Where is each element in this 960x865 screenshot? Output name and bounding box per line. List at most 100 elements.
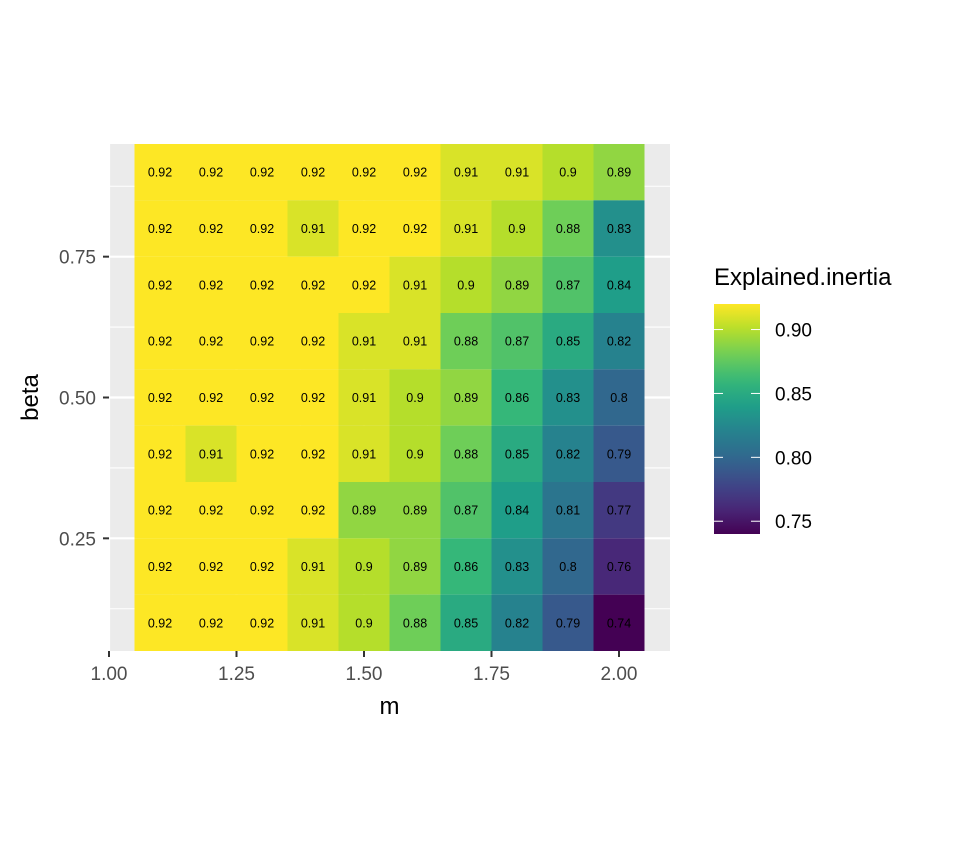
- heatmap-cell: [491, 200, 543, 257]
- cell-value-label: 0.9: [355, 616, 372, 630]
- heatmap-cell: [389, 425, 441, 482]
- legend-tick-label: 0.90: [775, 321, 812, 342]
- heatmap-cell: [593, 144, 645, 201]
- cell-value-label: 0.92: [250, 391, 274, 405]
- heatmap-cell: [440, 594, 492, 651]
- heatmap-cell: [491, 369, 543, 426]
- x-tick-label: 1.00: [91, 664, 128, 685]
- cell-value-label: 0.85: [556, 335, 580, 349]
- heatmap-cell: [389, 256, 441, 313]
- heatmap-cell: [185, 594, 237, 651]
- heatmap-cell: [185, 369, 237, 426]
- heatmap-cell: [134, 538, 186, 595]
- heatmap-cell: [338, 369, 390, 426]
- heatmap-cell: [542, 256, 594, 313]
- cell-value-label: 0.84: [505, 504, 529, 518]
- cell-value-label: 0.92: [301, 391, 325, 405]
- x-tick-label: 1.50: [346, 664, 383, 685]
- cell-value-label: 0.91: [454, 222, 478, 236]
- heatmap-cell: [389, 482, 441, 539]
- heatmap-cell: [236, 594, 288, 651]
- heatmap-cell: [593, 425, 645, 482]
- cell-value-label: 0.92: [301, 504, 325, 518]
- heatmap-cell: [440, 369, 492, 426]
- cell-value-label: 0.92: [199, 278, 223, 292]
- y-tick-label: 0.50: [59, 389, 96, 410]
- heatmap-cell: [542, 200, 594, 257]
- heatmap-cell: [542, 482, 594, 539]
- cell-value-label: 0.8: [559, 560, 576, 574]
- heatmap-cell: [593, 594, 645, 651]
- legend-ticks: 0.90 0.85 0.80 0.75: [714, 321, 812, 533]
- cell-value-label: 0.82: [607, 335, 631, 349]
- heatmap-cell: [593, 256, 645, 313]
- heatmap-cell: [440, 200, 492, 257]
- cell-value-label: 0.92: [301, 335, 325, 349]
- cell-value-label: 0.9: [406, 391, 423, 405]
- heatmap-cell: [185, 425, 237, 482]
- heatmap-cell: [593, 200, 645, 257]
- cell-value-label: 0.92: [199, 335, 223, 349]
- cell-value-label: 0.91: [352, 391, 376, 405]
- cell-value-label: 0.92: [148, 391, 172, 405]
- heatmap-cell: [542, 594, 594, 651]
- heatmap-cells: [134, 144, 645, 651]
- color-legend: Explained.inertia 0.90 0.85 0.80 0.75: [714, 264, 892, 534]
- x-axis: 1.00 1.25 1.50 1.75 2.00: [91, 651, 638, 685]
- heatmap-cell: [491, 425, 543, 482]
- heatmap-cell: [542, 144, 594, 201]
- heatmap-cell: [287, 482, 339, 539]
- cell-value-label: 0.92: [148, 278, 172, 292]
- cell-value-label: 0.83: [607, 222, 631, 236]
- heatmap-cell: [593, 313, 645, 370]
- heatmap-cell: [287, 200, 339, 257]
- cell-value-label: 0.87: [454, 504, 478, 518]
- cell-value-label: 0.86: [505, 391, 529, 405]
- heatmap-cell: [338, 425, 390, 482]
- heatmap-cell: [491, 594, 543, 651]
- cell-value-label: 0.89: [454, 391, 478, 405]
- cell-value-label: 0.92: [199, 166, 223, 180]
- cell-value-label: 0.91: [403, 335, 427, 349]
- heatmap-cell: [287, 144, 339, 201]
- heatmap-cell: [389, 313, 441, 370]
- heatmap-cell: [185, 538, 237, 595]
- cell-value-label: 0.9: [406, 447, 423, 461]
- cell-value-label: 0.92: [301, 166, 325, 180]
- heatmap-cell: [134, 482, 186, 539]
- heatmap-cell: [338, 538, 390, 595]
- cell-value-label: 0.9: [355, 560, 372, 574]
- heatmap-cell: [134, 200, 186, 257]
- x-tick-label: 2.00: [601, 664, 638, 685]
- heatmap-cell: [287, 425, 339, 482]
- heatmap-cell: [287, 369, 339, 426]
- cell-value-label: 0.89: [403, 560, 427, 574]
- cell-value-label: 0.92: [352, 222, 376, 236]
- heatmap-cell: [440, 425, 492, 482]
- legend-tick-label: 0.75: [775, 512, 812, 533]
- cell-value-label: 0.82: [556, 447, 580, 461]
- cell-value-label: 0.92: [250, 560, 274, 574]
- heatmap-cell: [185, 313, 237, 370]
- cell-value-label: 0.92: [250, 166, 274, 180]
- heatmap-cell: [542, 369, 594, 426]
- heatmap-cell: [338, 594, 390, 651]
- heatmap-cell: [440, 256, 492, 313]
- cell-value-label: 0.85: [505, 447, 529, 461]
- heatmap-cell: [287, 538, 339, 595]
- cell-value-label: 0.92: [148, 166, 172, 180]
- heatmap-cell: [389, 144, 441, 201]
- cell-value-label: 0.92: [148, 335, 172, 349]
- cell-value-label: 0.91: [352, 335, 376, 349]
- heatmap-cell: [491, 256, 543, 313]
- heatmap-cell: [185, 482, 237, 539]
- cell-value-label: 0.76: [607, 560, 631, 574]
- heatmap-cell: [287, 256, 339, 313]
- cell-value-label: 0.92: [148, 447, 172, 461]
- heatmap-cell: [287, 594, 339, 651]
- cell-value-label: 0.91: [352, 447, 376, 461]
- x-tick-label: 1.25: [218, 664, 255, 685]
- cell-value-label: 0.92: [148, 560, 172, 574]
- heatmap-cell: [389, 200, 441, 257]
- heatmap-cell: [236, 313, 288, 370]
